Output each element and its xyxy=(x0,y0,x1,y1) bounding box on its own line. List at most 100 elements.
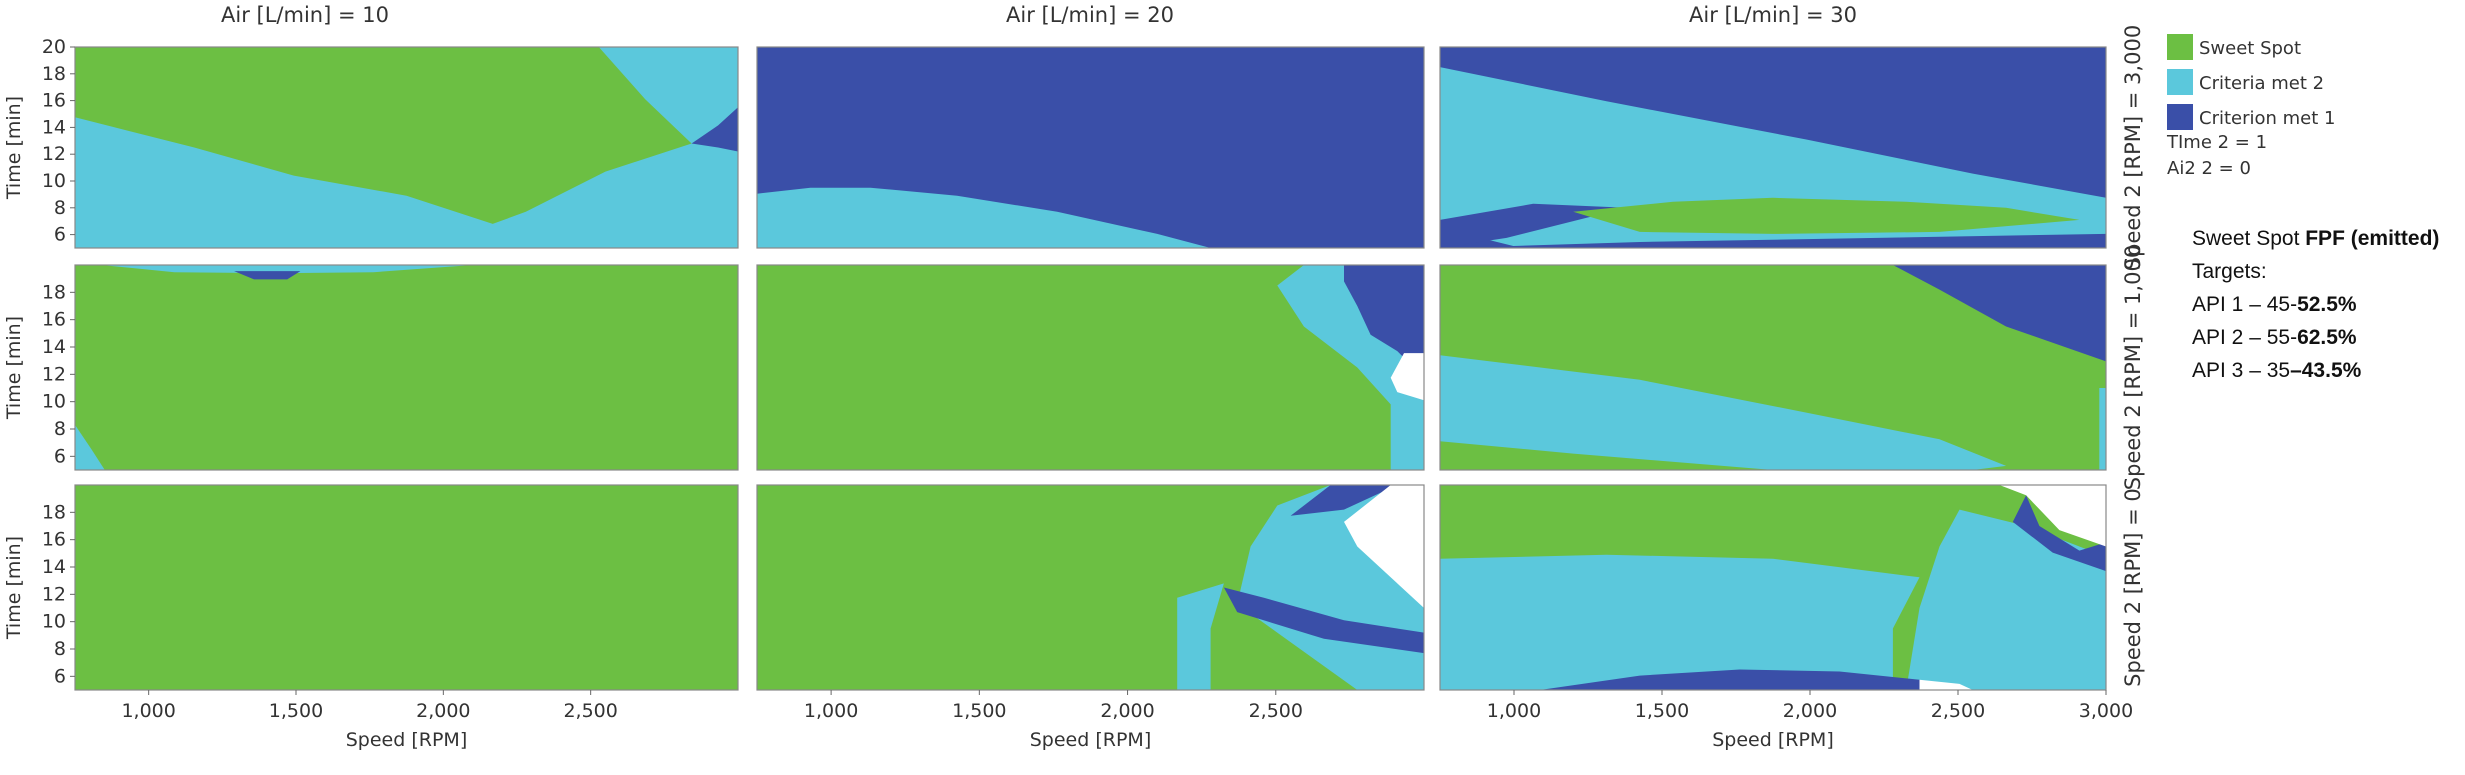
panel-frame xyxy=(1439,46,2107,249)
y-axis-title: Time [min] xyxy=(3,96,25,200)
panel-frame xyxy=(1439,264,2107,471)
panel-frame xyxy=(1439,484,2107,691)
y-tick-label: 16 xyxy=(42,309,66,331)
region-area xyxy=(101,265,473,274)
region-area xyxy=(1290,485,1398,516)
region-area xyxy=(1440,67,2106,246)
y-tick-label: 6 xyxy=(54,445,66,467)
panel-frame xyxy=(756,484,1425,691)
region-area xyxy=(1390,353,1424,401)
x-tick-label: 2,000 xyxy=(416,700,470,722)
panel-frame xyxy=(756,264,1425,471)
row-label: Speed 2 [RPM] = 3,000 xyxy=(2121,25,2145,270)
x-tick-label: 1,000 xyxy=(121,700,175,722)
x-tick-label: 1,500 xyxy=(269,700,323,722)
region-area xyxy=(1539,669,1940,690)
panel-frame xyxy=(74,484,739,691)
region-area xyxy=(757,265,1424,470)
x-tick-label: 2,500 xyxy=(563,700,617,722)
y-tick-label: 14 xyxy=(42,556,66,578)
contour-panel xyxy=(757,485,1424,690)
column-title: Air [L/min] = 30 xyxy=(1689,3,1857,27)
y-tick-label: 8 xyxy=(54,638,66,660)
y-tick-label: 6 xyxy=(54,665,66,687)
y-tick-label: 10 xyxy=(42,611,66,633)
region-area xyxy=(1906,509,2106,690)
y-tick-label: 18 xyxy=(42,63,66,85)
y-tick-label: 6 xyxy=(54,224,66,246)
region-area xyxy=(757,485,1424,690)
legend-note: TIme 2 = 1 xyxy=(2166,132,2267,153)
region-area xyxy=(1573,197,2080,234)
x-tick-label: 2,500 xyxy=(1249,700,1303,722)
region-area xyxy=(1223,587,1424,654)
y-tick-label: 16 xyxy=(42,90,66,112)
legend-swatch xyxy=(2167,104,2193,130)
contour-panel xyxy=(757,47,1424,248)
x-tick-label: 3,000 xyxy=(2079,700,2133,722)
region-area xyxy=(75,485,738,690)
y-tick-label: 12 xyxy=(42,143,66,165)
legend-label: Criteria met 2 xyxy=(2199,73,2324,94)
legend-swatch xyxy=(2167,69,2193,95)
region-area xyxy=(1440,554,1920,690)
contour-panel xyxy=(75,265,738,470)
x-axis-title: Speed [RPM] xyxy=(1030,729,1151,751)
y-tick-label: 14 xyxy=(42,336,66,358)
y-tick-label: 10 xyxy=(42,391,66,413)
y-tick-label: 10 xyxy=(42,170,66,192)
region-area xyxy=(1344,485,1424,608)
panel-frame xyxy=(74,46,739,249)
x-tick-label: 1,000 xyxy=(804,700,858,722)
y-tick-label: 20 xyxy=(42,36,66,58)
region-area xyxy=(2099,388,2106,470)
panel-frame xyxy=(74,264,739,471)
legend-swatch xyxy=(2167,34,2193,60)
region-area xyxy=(234,271,301,280)
panel-frame xyxy=(756,46,1425,249)
x-tick-label: 2,000 xyxy=(1783,700,1837,722)
legend-note: Ai2 2 = 0 xyxy=(2167,158,2251,179)
y-tick-label: 8 xyxy=(54,418,66,440)
region-area xyxy=(1892,265,2106,362)
y-axis-title: Time [min] xyxy=(3,536,25,640)
region-area xyxy=(1177,583,1224,690)
notes-target-line: API 2 – 55-62.5% xyxy=(2192,326,2357,349)
y-tick-label: 12 xyxy=(42,363,66,385)
region-area xyxy=(75,424,105,470)
y-axis-title: Time [min] xyxy=(3,316,25,420)
x-tick-label: 2,000 xyxy=(1100,700,1154,722)
x-axis-title: Speed [RPM] xyxy=(1712,729,1833,751)
contour-panel xyxy=(757,265,1424,470)
region-area xyxy=(75,265,738,470)
row-label: Speed 2 [RPM] = 1,000 xyxy=(2121,245,2145,490)
region-area xyxy=(1344,265,1424,378)
contour-panel xyxy=(1440,47,2106,248)
notes-targets-label: Targets: xyxy=(2192,260,2267,283)
notes-target-line: API 1 – 45-52.5% xyxy=(2192,293,2357,316)
region-area xyxy=(691,107,738,152)
notes-title: Sweet Spot FPF (emitted) xyxy=(2192,227,2440,250)
contour-panel xyxy=(1440,485,2106,690)
row-label: Speed 2 [RPM] = 0 xyxy=(2121,488,2145,687)
x-tick-label: 2,500 xyxy=(1931,700,1985,722)
sweet-spot-notes: Sweet Spot FPF (emitted) Targets: API 1 … xyxy=(2192,222,2462,387)
region-area xyxy=(1999,485,2106,547)
column-title: Air [L/min] = 10 xyxy=(221,3,389,27)
y-tick-label: 8 xyxy=(54,197,66,219)
y-tick-label: 14 xyxy=(42,116,66,138)
contour-panel xyxy=(75,47,738,248)
legend-label: Criterion met 1 xyxy=(2199,108,2336,129)
y-tick-label: 18 xyxy=(42,281,66,303)
x-tick-label: 1,500 xyxy=(1635,700,1689,722)
contour-panel xyxy=(1440,265,2106,470)
x-axis-title: Speed [RPM] xyxy=(346,729,467,751)
x-tick-label: 1,000 xyxy=(1487,700,1541,722)
column-title: Air [L/min] = 20 xyxy=(1006,3,1174,27)
region-area xyxy=(1440,203,1627,248)
region-area xyxy=(1440,355,2007,470)
notes-target-line: API 3 – 35–43.5% xyxy=(2192,359,2362,382)
legend-label: Sweet Spot xyxy=(2199,38,2301,59)
region-area xyxy=(757,187,1211,248)
